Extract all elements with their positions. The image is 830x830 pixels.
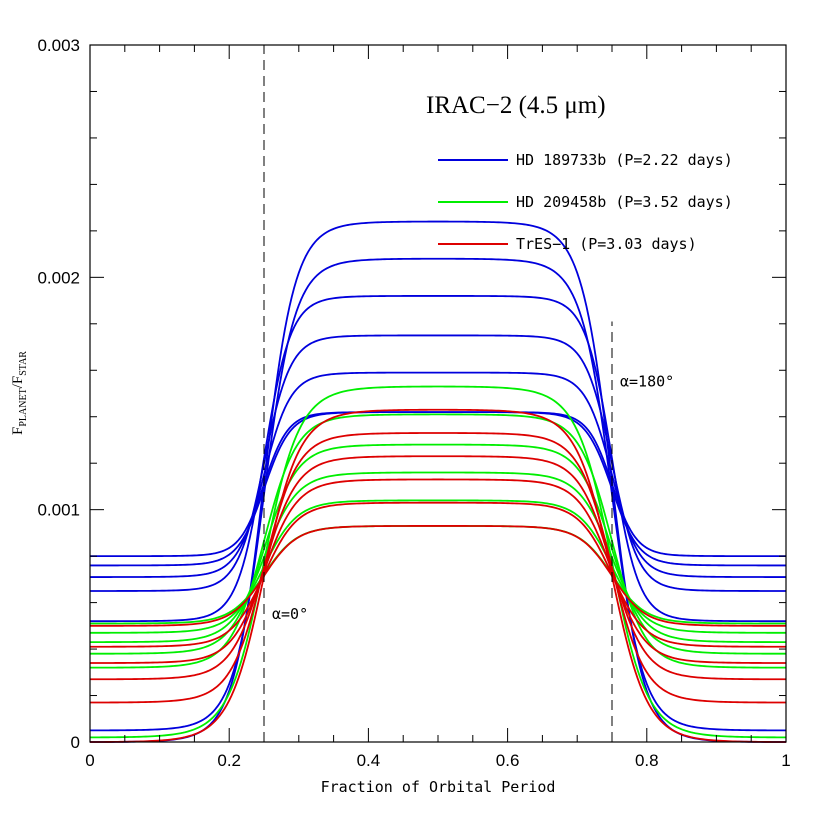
y-tick-label: 0.002 <box>37 268 80 287</box>
series-1-curve-1 <box>90 413 786 669</box>
vertical-reference-lines <box>263 45 613 742</box>
x-tick-label: 0.6 <box>496 751 520 770</box>
series-2-curve-1 <box>90 432 786 704</box>
y-tick-label: 0 <box>71 733 80 752</box>
series-1-curve-0 <box>90 385 786 739</box>
legend: HD 189733b (P=2.22 days) HD 209458b (P=3.… <box>438 151 733 253</box>
series-0-curve-6 <box>90 411 786 558</box>
series-1-curve-4 <box>90 499 786 634</box>
legend-label-2: TrES−1 (P=3.03 days) <box>516 235 697 253</box>
annotations: α=0° α=180° <box>272 373 674 623</box>
x-tick-label: 0.2 <box>217 751 241 770</box>
x-tick-label: 0 <box>85 751 94 770</box>
series-1-curve-3 <box>90 471 786 643</box>
series-0-curve-1 <box>90 257 786 732</box>
y-axis-label: FPLANET/FSTAR <box>10 351 29 435</box>
ticks-layer <box>89 44 787 743</box>
series-2-curve-0 <box>90 408 786 743</box>
legend-label-1: HD 209458b (P=3.52 days) <box>516 193 733 211</box>
series-0-curve-5 <box>90 411 786 567</box>
annotation-0: α=0° <box>272 605 308 623</box>
x-axis-label: Fraction of Orbital Period <box>321 778 556 796</box>
series-2-curve-5 <box>90 525 786 627</box>
y-tick-label: 0.001 <box>37 501 80 520</box>
legend-label-0: HD 189733b (P=2.22 days) <box>516 151 733 169</box>
y-tick-label: 0.003 <box>37 36 80 55</box>
x-tick-label: 1 <box>781 751 790 770</box>
annotation-1: α=180° <box>620 373 674 391</box>
chart-title: IRAC−2 (4.5 μm) <box>426 92 606 119</box>
x-tick-label: 0.4 <box>357 751 381 770</box>
tick-labels: 0 0.2 0.4 0.6 0.8 1 0 0.001 0.002 0.003 <box>37 36 790 770</box>
plot-frame <box>89 44 787 743</box>
curves-layer <box>90 220 786 743</box>
series-2-curve-2 <box>90 455 786 681</box>
series-0-curve-2 <box>90 295 786 623</box>
series-0-curve-4 <box>90 371 786 578</box>
x-tick-label: 0.8 <box>635 751 659 770</box>
series-2-curve-3 <box>90 478 786 664</box>
series-1-curve-2 <box>90 443 786 655</box>
series-0-curve-3 <box>90 334 786 592</box>
series-2-curve-4 <box>90 501 786 648</box>
